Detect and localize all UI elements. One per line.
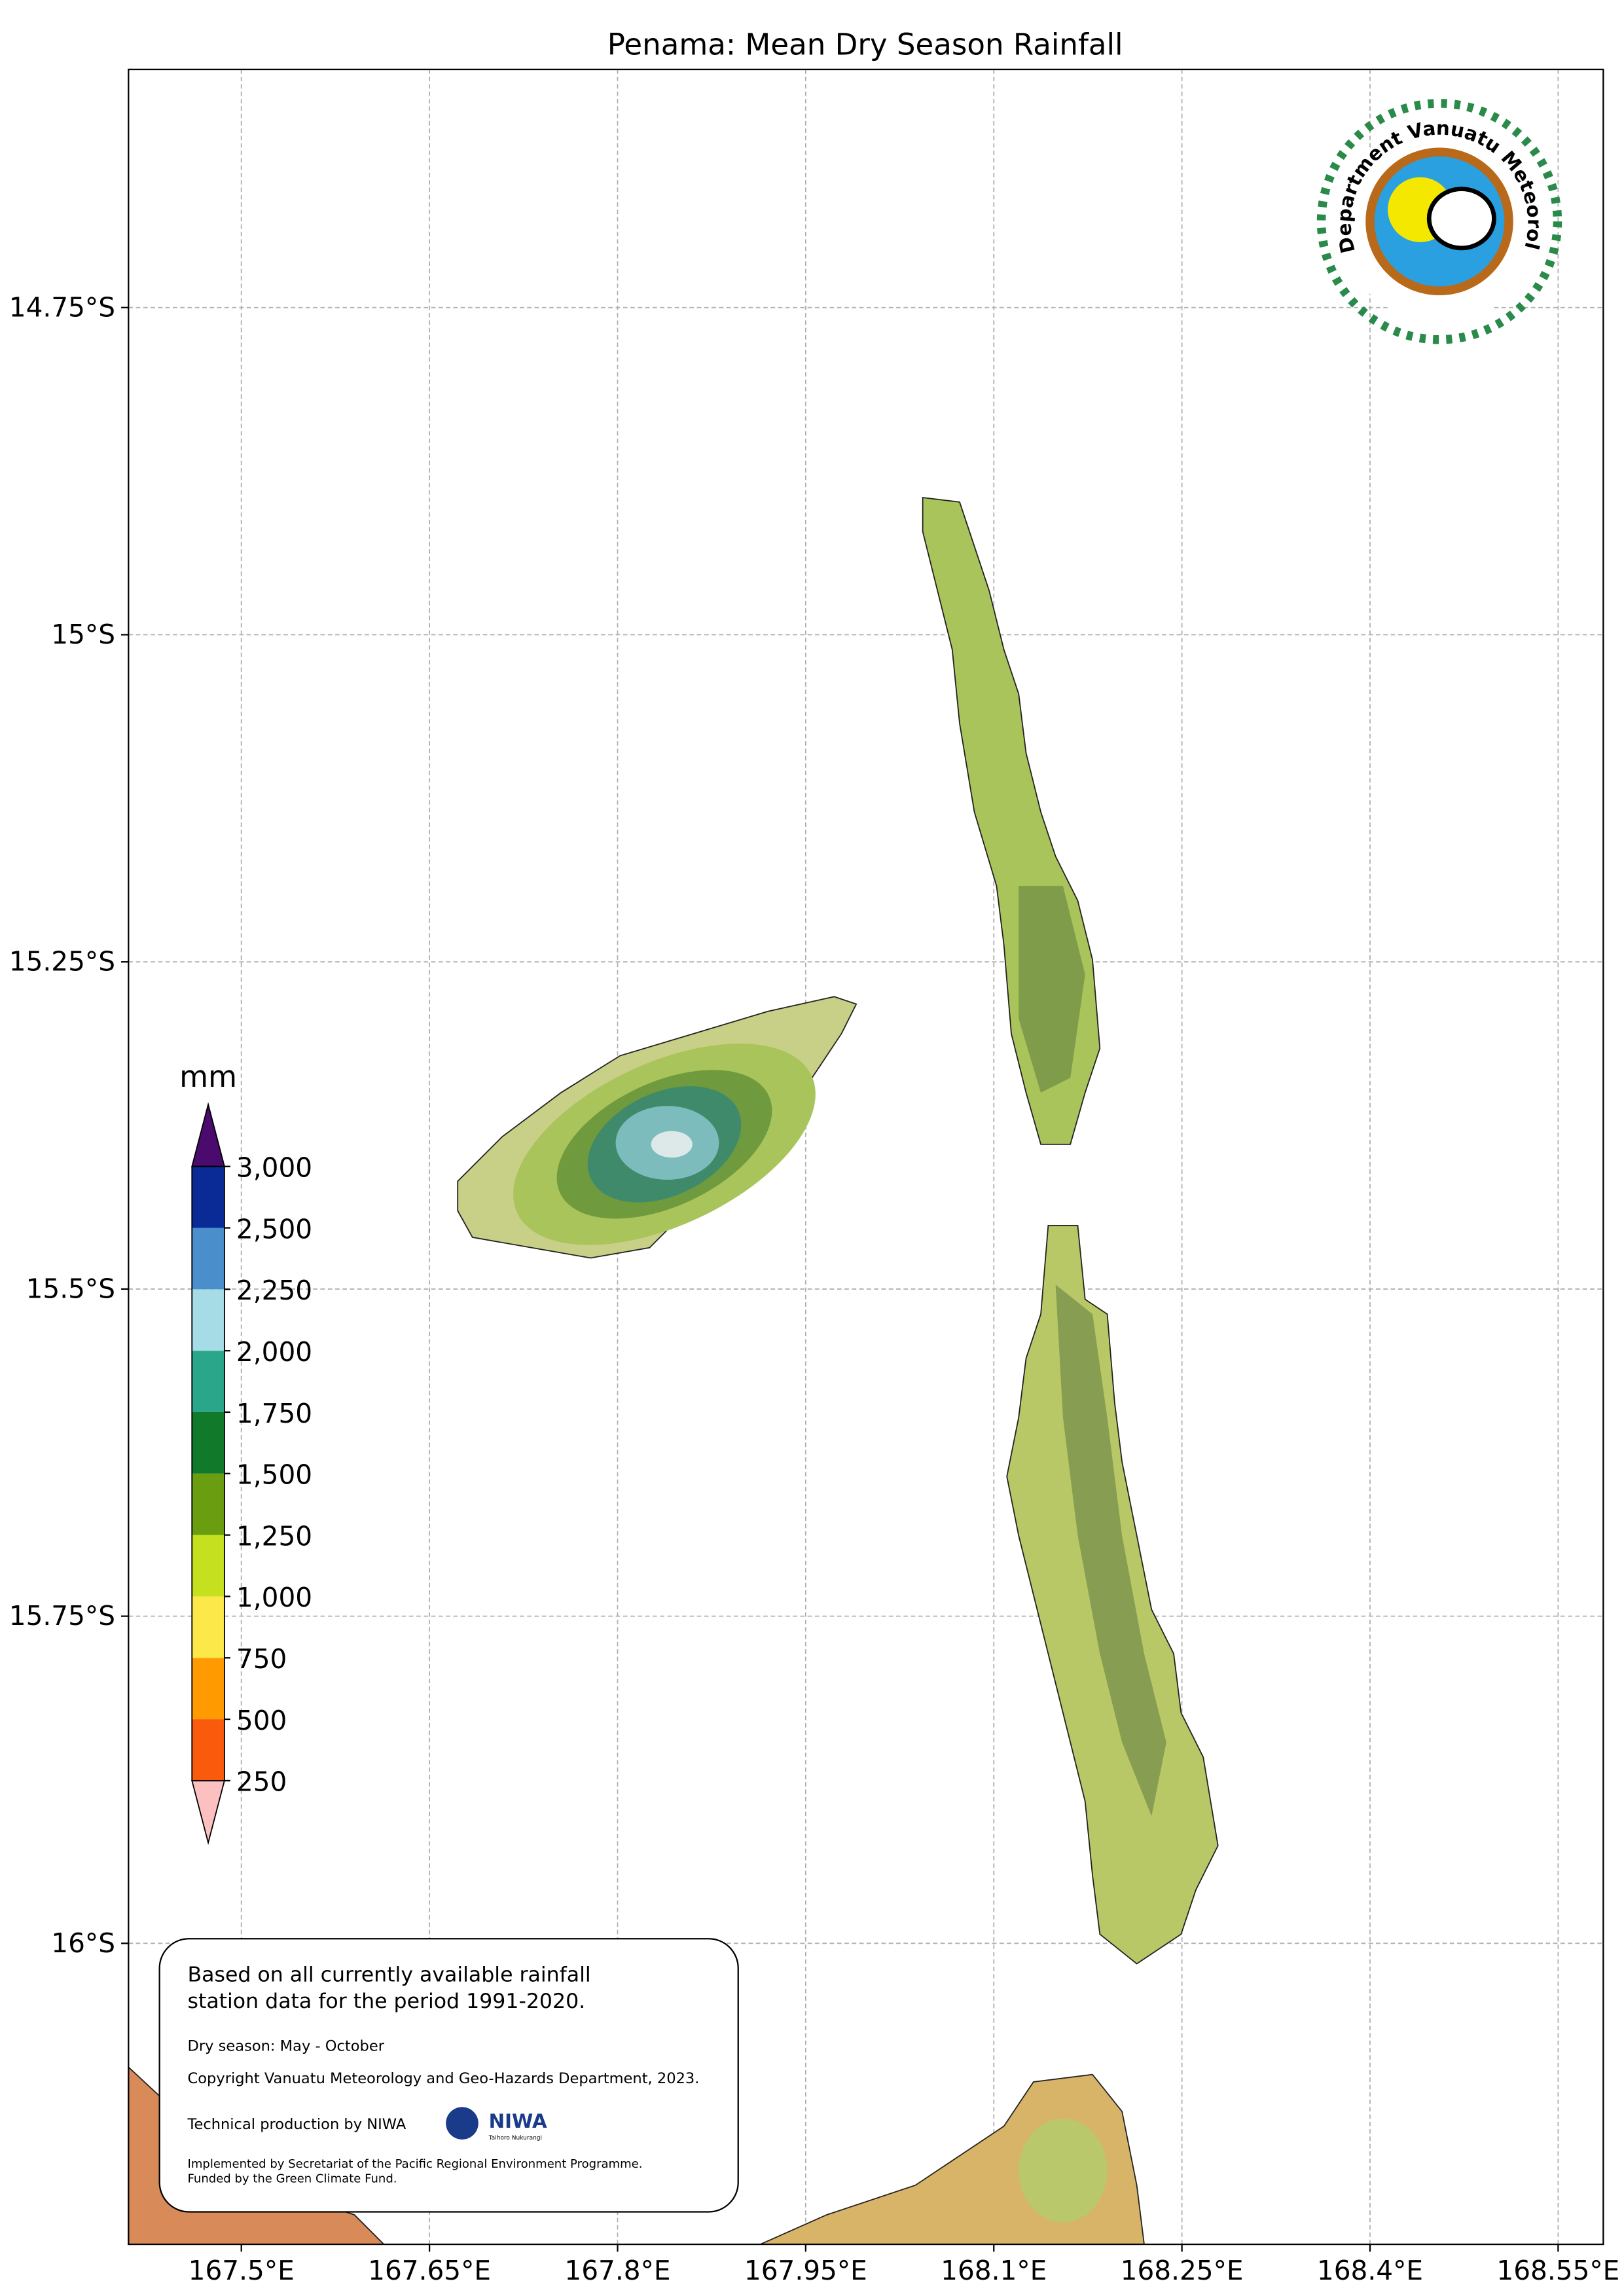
note-funding-1: Implemented by Secretariat of the Pacifi… (188, 2157, 643, 2171)
x-tick-label: 167.95°E (744, 2255, 867, 2286)
colorbar-band (192, 1658, 225, 1720)
logo-laurel (1316, 99, 1562, 344)
note-copyright: Copyright Vanuatu Meteorology and Geo-Ha… (188, 2070, 700, 2087)
note-box: Based on all currently available rainfal… (158, 1938, 739, 2213)
colorbar-band (192, 1473, 225, 1535)
y-tick-label: 15.25°S (9, 946, 115, 977)
x-tick-label: 167.5°E (189, 2255, 295, 2286)
y-tick-label: 16°S (51, 1927, 115, 1959)
y-tick-label: 15°S (51, 619, 115, 650)
colorbar: mm 250 500 750 1,000 1,250 1,500 1,750 2,000 2,2… (179, 1059, 312, 1846)
x-tick-label: 168.55°E (1496, 2255, 1619, 2286)
colorbar-band (192, 1351, 225, 1412)
colorbar-label: 1,000 (236, 1582, 312, 1613)
note-funding-2: Funded by the Green Climate Fund. (188, 2172, 397, 2185)
x-tick-label: 168.25°E (1121, 2255, 1244, 2286)
colorbar-label: 2,000 (236, 1336, 312, 1368)
colorbar-label: 2,500 (236, 1213, 312, 1245)
axes-frame (128, 68, 1604, 2246)
colorbar-band (192, 1535, 225, 1597)
niwa-name: NIWA (489, 2110, 547, 2132)
colorbar-band (192, 1596, 225, 1658)
logo-cloud (1426, 187, 1496, 251)
crater-lake (651, 1131, 693, 1158)
colorbar-label: 1,250 (236, 1520, 312, 1552)
islands (128, 497, 1219, 2245)
colorbar-label: 750 (236, 1643, 287, 1675)
island-maewo-ridge (1019, 886, 1085, 1093)
colorbar-label: 2,250 (236, 1275, 312, 1306)
x-tick-label: 167.65°E (368, 2255, 491, 2286)
colorbar-label: 1,500 (236, 1459, 312, 1491)
y-tick-label: 15.5°S (26, 1273, 115, 1304)
colorbar-band (192, 1412, 225, 1474)
ambrym-upland (1019, 2119, 1108, 2223)
colorbar-label: 250 (236, 1766, 287, 1798)
island-pentecost-ridge (1055, 1285, 1166, 1817)
map-title: Penama: Mean Dry Season Rainfall (607, 27, 1123, 62)
note-frame (158, 1938, 739, 2213)
x-tick-label: 168.4°E (1317, 2255, 1423, 2286)
note-main-2: station data for the period 1991-2020. (188, 1990, 586, 2013)
note-main-1: Based on all currently available rainfal… (188, 1963, 591, 1987)
colorbar-unit: mm (179, 1059, 237, 1094)
y-tick-label: 15.75°S (9, 1600, 115, 1631)
x-tick-label: 168.1°E (941, 2255, 1047, 2286)
colorbar-band (192, 1289, 225, 1351)
x-tick-label: 167.8°E (564, 2255, 670, 2286)
colorbar-label: 3,000 (236, 1152, 312, 1183)
colorbar-label: 500 (236, 1705, 287, 1736)
niwa-subtitle: Taihoro Nukurangi (488, 2135, 542, 2141)
y-tick-label: 14.75°S (9, 291, 115, 323)
colorbar-band (192, 1166, 225, 1228)
colorbar-band (192, 1228, 225, 1290)
colorbar-band (192, 1719, 225, 1781)
niwa-emblem (446, 2107, 478, 2140)
colorbar-label: 1,750 (236, 1398, 312, 1429)
note-production: Technical production by NIWA (187, 2116, 406, 2133)
note-season: Dry season: May - October (188, 2038, 385, 2055)
